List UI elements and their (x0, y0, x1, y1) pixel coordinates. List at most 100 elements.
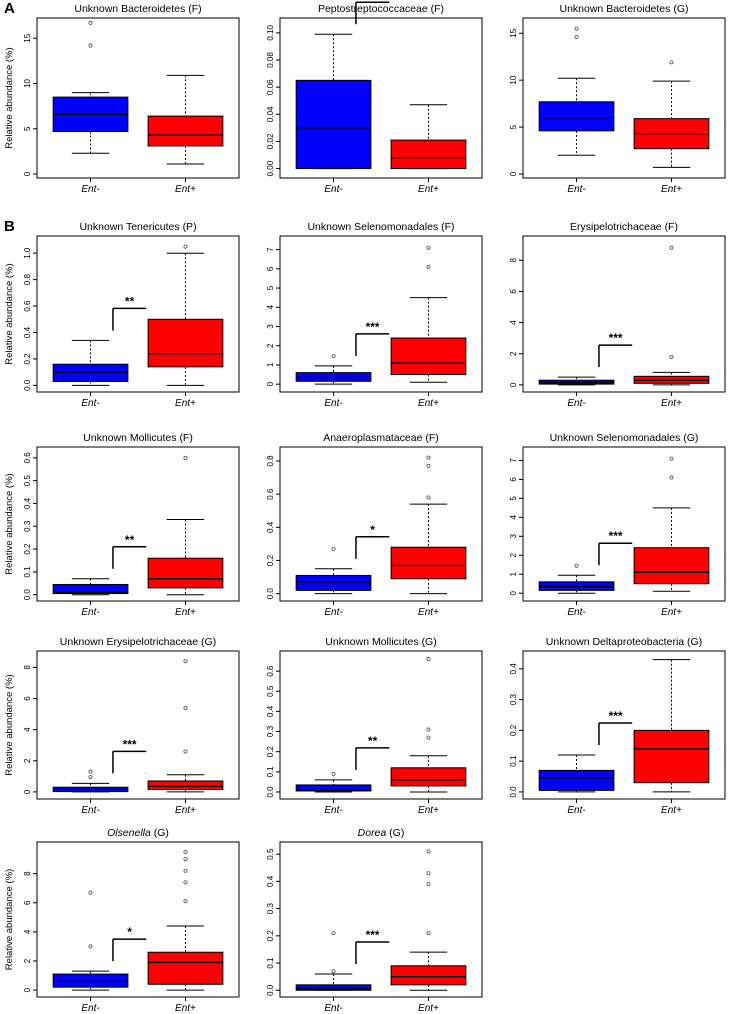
y-tick-label: 0 (23, 171, 32, 176)
x-tick-label: Ent+ (175, 1003, 196, 1014)
x-tick-label: Ent- (81, 1003, 100, 1014)
chart-panel-10: Unknown Erysipelotrichaceae (G) 0 2 4 6 8 Rela… (4, 636, 240, 816)
outlier-point (574, 26, 579, 31)
box-ent-minus (295, 33, 372, 170)
y-tick-label: 8 (23, 871, 32, 876)
chart-title-rank: (G) (687, 636, 702, 648)
y-tick-label: 10 (23, 79, 32, 88)
x-tick-label: Ent- (81, 607, 100, 618)
outlier-point (331, 546, 336, 551)
chart-title-name: Peptostreptococcaceae (318, 3, 428, 15)
outlier-point (426, 455, 431, 460)
outlier-point (88, 890, 93, 895)
y-tick-label: 0.0 (23, 379, 32, 391)
plot-frame (36, 650, 240, 800)
chart-title-name: Unknown Erysipelotrichaceae (60, 636, 198, 648)
chart-title-name: Unknown Selenomonadales (307, 221, 438, 233)
outlier-point (88, 769, 93, 774)
outlier-point (331, 354, 336, 359)
box-ent-minus (52, 769, 129, 793)
chart-title-rank: (G) (422, 636, 437, 648)
chart-panel-2: Peptostreptococcaceae (F) 0.00 0.02 0.04 0.0… (266, 0, 483, 195)
significance-bracket: *** (598, 529, 633, 566)
chart-panel-8: Anaeroplasmataceae (F) 0.0 0.2 0.4 0.6 0.8 Ent… (266, 432, 483, 618)
outlier-point (426, 871, 431, 876)
y-tick-label: 0.10 (266, 25, 275, 41)
y-tick-label: 0.0 (266, 984, 275, 996)
box-ent-plus (147, 455, 224, 596)
panel-label-b: B (4, 218, 15, 235)
x-tick-label: Ent+ (175, 184, 196, 195)
outlier-point (88, 944, 93, 949)
y-tick-label: 0.04 (266, 106, 275, 122)
plot-frame (279, 17, 483, 179)
chart-title-rank: (P) (183, 221, 197, 233)
y-tick-label: 6 (509, 477, 518, 482)
panel-label-a: A (4, 0, 15, 17)
outlier-point (669, 354, 674, 359)
x-tick-label: Ent+ (418, 1003, 439, 1014)
box-iqr (52, 583, 129, 595)
y-tick-label: 5 (23, 126, 32, 131)
y-tick-label: 0.6 (266, 665, 275, 677)
y-tick-label: 5 (509, 496, 518, 501)
y-tick-label: 1 (509, 571, 518, 576)
x-tick-label: Ent+ (418, 398, 439, 409)
chart-title-rank: (F) (179, 432, 192, 444)
y-tick-label: 2 (23, 958, 32, 963)
outlier-point (426, 735, 431, 740)
y-tick-label: 0.8 (266, 455, 275, 467)
y-tick-label: 0.1 (266, 766, 275, 778)
x-tick-label: Ent- (324, 805, 343, 816)
box-iqr (295, 574, 372, 591)
outlier-point (426, 882, 431, 887)
chart-title-rank: (F) (665, 221, 678, 233)
chart-title-name: Unknown Bacteroidetes (74, 3, 185, 15)
box-iqr (147, 115, 224, 147)
y-tick-label: 0.2 (266, 554, 275, 566)
y-tick-label: 0.4 (266, 521, 275, 533)
y-tick-label: 0.00 (266, 160, 275, 176)
chart-title-name: Unknown Mollicutes (325, 636, 418, 648)
chart-title-rank: (G) (389, 827, 404, 839)
y-tick-label: 0.0 (23, 589, 32, 601)
plot-frame (522, 446, 726, 602)
box-iqr (538, 769, 615, 791)
y-tick-label: 0.02 (266, 133, 275, 149)
y-tick-label: 0.1 (23, 566, 32, 578)
box-iqr (295, 784, 372, 792)
y-tick-label: 0.8 (23, 274, 32, 286)
outlier-point (669, 456, 674, 461)
y-tick-label: 0 (509, 590, 518, 595)
plot-frame (279, 650, 483, 800)
box-ent-minus (295, 771, 372, 793)
chart-title: Unknown Deltaproteobacteria (G) (546, 636, 702, 648)
chart-panel-6: Erysipelotrichaceae (F) 0 2 4 6 8 Ent- Ent+ *** (509, 221, 726, 409)
box-ent-plus (147, 244, 224, 386)
box-ent-minus (52, 20, 129, 154)
significance-bracket: * (112, 925, 147, 962)
y-tick-label: 4 (509, 515, 518, 520)
box-ent-plus (633, 659, 710, 793)
outlier-point (426, 849, 431, 854)
y-tick-label: 6 (23, 696, 32, 701)
y-tick-label: 4 (23, 727, 32, 732)
y-tick-label: 0 (23, 789, 32, 794)
chart-title: Unknown Mollicutes (G) (325, 636, 436, 648)
x-tick-label: Ent- (567, 805, 586, 816)
x-tick-label: Ent- (324, 398, 343, 409)
outlier-point (574, 563, 579, 568)
outlier-point (669, 475, 674, 480)
plot-frame (36, 446, 240, 602)
x-tick-label: Ent- (567, 184, 586, 195)
chart-panel-13: Olsenella (G) 0 2 4 6 8 Relative abundance (%)… (4, 827, 240, 1014)
y-tick-label: 0.2 (509, 724, 518, 736)
y-tick-label: 0.4 (266, 875, 275, 887)
chart-title-name: Unknown Tenericutes (79, 221, 179, 233)
plot-frame (36, 235, 240, 393)
chart-panel-11: Unknown Mollicutes (G) 0.0 0.1 0.2 0.3 0.4 0.5… (266, 636, 483, 816)
y-tick-label: 0.4 (23, 497, 32, 509)
x-tick-label: Ent- (324, 1003, 343, 1014)
significance-stars: * (370, 523, 375, 537)
chart-title: Unknown Erysipelotrichaceae (G) (60, 636, 216, 648)
